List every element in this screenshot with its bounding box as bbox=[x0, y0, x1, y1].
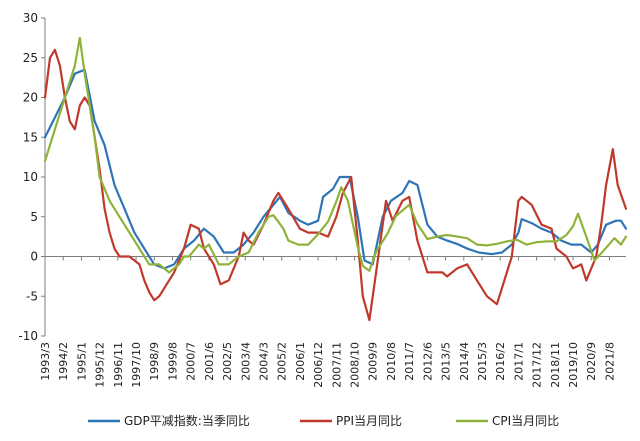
series-line-2 bbox=[43, 36, 628, 274]
legend-label: CPI当月同比 bbox=[492, 414, 559, 428]
x-tick-label: 1995/12 bbox=[94, 342, 107, 388]
x-tick-label: 2020/9 bbox=[585, 342, 598, 381]
x-axis: 1993/3 1994/2 1995/1 1995/12 1996/11 1997/10 1… bbox=[39, 256, 626, 388]
x-tick-label: 1998/9 bbox=[148, 342, 161, 381]
x-tick-label: 1999/8 bbox=[166, 342, 179, 381]
x-tick-label: 2007/11 bbox=[330, 342, 343, 388]
y-tick-label: 5 bbox=[30, 210, 38, 224]
y-axis: -10 -5 0 5 10 15 20 25 30 bbox=[18, 11, 46, 343]
x-tick-label: 2013/5 bbox=[440, 342, 453, 381]
x-tick-label: 1994/2 bbox=[57, 342, 70, 381]
x-tick-label: 2018/11 bbox=[549, 342, 562, 388]
legend: GDP平减指数:当季同比 PPI当月同比 CPI当月同比 bbox=[88, 413, 559, 428]
series-lines bbox=[43, 36, 628, 322]
x-tick-label: 2011/7 bbox=[403, 342, 416, 381]
x-tick-label: 1993/3 bbox=[39, 342, 52, 381]
x-tick-label: 2005/2 bbox=[276, 342, 289, 381]
legend-label: PPI当月同比 bbox=[336, 414, 402, 428]
x-tick-label: 1997/10 bbox=[130, 342, 143, 388]
x-tick-label: 2004/3 bbox=[257, 342, 270, 381]
legend-label: GDP平减指数:当季同比 bbox=[124, 413, 250, 428]
x-tick-label: 2002/5 bbox=[221, 342, 234, 381]
x-tick-label: 2017/1 bbox=[512, 342, 525, 381]
x-tick-label: 2017/12 bbox=[531, 342, 544, 388]
x-tick-label: 2016/2 bbox=[494, 342, 507, 381]
x-tick-label: 2014/4 bbox=[458, 342, 471, 381]
y-tick-label: 25 bbox=[23, 51, 38, 65]
x-tick-label: 2006/12 bbox=[312, 342, 325, 388]
x-tick-label: 2010/8 bbox=[385, 342, 398, 381]
y-tick-label: -5 bbox=[26, 289, 38, 303]
x-tick-label: 2012/6 bbox=[421, 342, 434, 381]
y-tick-label: 10 bbox=[23, 170, 38, 184]
y-tick-label: -10 bbox=[18, 329, 38, 343]
y-tick-label: 30 bbox=[23, 11, 38, 25]
y-tick-label: 15 bbox=[23, 130, 38, 144]
x-tick-label: 2015/3 bbox=[476, 342, 489, 381]
x-tick-label: 2006/1 bbox=[294, 342, 307, 381]
x-tick-label: 2003/4 bbox=[239, 342, 252, 381]
x-tick-label: 2008/10 bbox=[349, 342, 362, 388]
x-tick-label: 2001/6 bbox=[203, 342, 216, 381]
x-tick-label: 2019/10 bbox=[567, 342, 580, 388]
x-tick-label: 1995/1 bbox=[75, 342, 88, 381]
x-tick-label: 2000/7 bbox=[185, 342, 198, 381]
y-tick-label: 0 bbox=[30, 250, 38, 264]
x-tick-label: 2009/9 bbox=[367, 342, 380, 381]
series-line-0 bbox=[43, 68, 628, 270]
x-tick-label: 2021/8 bbox=[603, 342, 616, 381]
x-tick-label: 1996/11 bbox=[112, 342, 125, 388]
y-tick-label: 20 bbox=[23, 91, 38, 105]
